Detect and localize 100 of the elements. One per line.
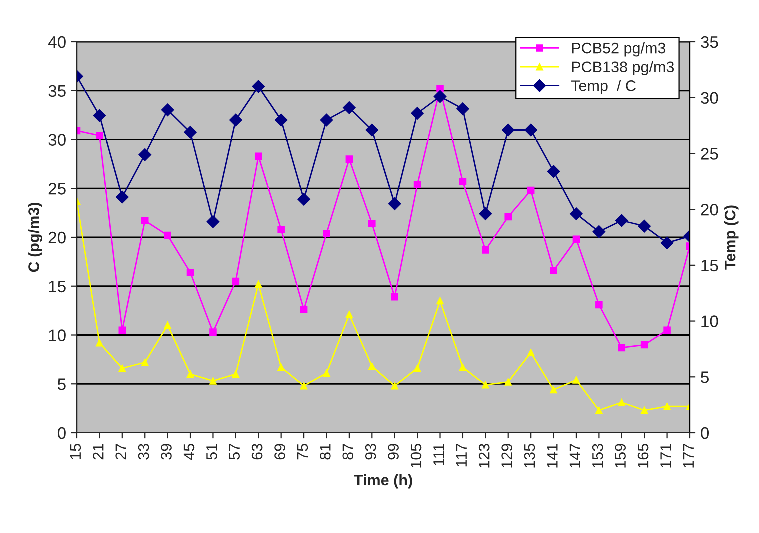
point: [391, 293, 398, 301]
x-tick-label: 129: [502, 444, 512, 468]
point: [93, 109, 106, 122]
x-tick-label: 159: [615, 444, 626, 468]
point: [300, 306, 308, 314]
point: [278, 364, 285, 372]
point: [274, 114, 288, 127]
point: [230, 114, 242, 127]
point: [366, 124, 379, 137]
point: [664, 402, 671, 410]
point: [414, 181, 422, 188]
x-tick-label: 63: [252, 444, 263, 460]
point: [640, 406, 648, 414]
x-tick-label: 87: [342, 444, 354, 460]
point: [524, 124, 538, 137]
point: [141, 217, 149, 225]
point: [96, 132, 104, 140]
point: [664, 326, 671, 334]
x-tick-label: 153: [592, 444, 604, 468]
x-tick-label: 147: [570, 444, 580, 468]
y2-tick-label: 0: [701, 427, 710, 440]
point: [186, 269, 194, 276]
point: [456, 102, 470, 116]
point: [161, 104, 174, 117]
point: [572, 236, 580, 244]
x-tick-label: 21: [92, 444, 104, 460]
point: [141, 358, 149, 366]
point: [346, 156, 354, 163]
y-tick-label: 30: [48, 134, 66, 146]
x-tick-label: 99: [388, 444, 399, 460]
point: [232, 278, 240, 286]
y2-tick-label: 35: [701, 36, 718, 48]
y2-tick-label: 5: [701, 372, 709, 384]
y2-axis-title: Temp (C): [724, 206, 739, 270]
point: [459, 364, 467, 372]
point: [436, 297, 444, 305]
y-tick-label: 40: [48, 36, 66, 48]
point: [570, 208, 583, 220]
x-tick-label: 135: [524, 444, 536, 468]
point: [254, 152, 262, 160]
x-tick-label: 33: [138, 444, 150, 460]
legend-label: Temp / C: [571, 80, 636, 94]
legend-label: PCB52 pg/m3: [572, 42, 666, 57]
point: [434, 90, 447, 104]
point: [138, 148, 152, 162]
x-tick-label: 27: [116, 444, 126, 460]
point: [640, 341, 648, 349]
point: [482, 381, 490, 389]
point: [615, 214, 628, 228]
point: [504, 213, 512, 221]
point: [596, 406, 603, 414]
point: [300, 382, 308, 390]
point: [527, 186, 535, 194]
point: [116, 190, 129, 204]
point: [592, 226, 606, 238]
x-tick-label: 111: [434, 444, 444, 466]
point: [388, 198, 402, 210]
point: [527, 349, 535, 356]
point: [550, 386, 558, 394]
point: [572, 376, 580, 384]
point: [164, 322, 172, 330]
point: [254, 280, 262, 288]
point: [660, 236, 674, 250]
y2-tick-label: 25: [701, 148, 718, 160]
point: [411, 107, 424, 120]
point: [164, 232, 172, 240]
x-tick-label: 117: [456, 444, 467, 467]
point: [232, 370, 240, 378]
y-tick-label: 5: [58, 378, 66, 390]
point: [459, 178, 467, 186]
point: [206, 215, 220, 228]
y-tick-label: 35: [48, 85, 66, 98]
x-tick-label: 165: [638, 444, 649, 468]
y-tick-label: 25: [48, 183, 66, 195]
point: [482, 246, 490, 254]
point: [278, 226, 285, 234]
y-axis-title: C (pg/m3): [28, 203, 42, 272]
point: [618, 344, 626, 352]
x-axis-title: Time (h): [354, 474, 412, 489]
x-tick-label: 171: [660, 444, 672, 468]
point: [596, 301, 603, 309]
point: [550, 267, 558, 274]
point: [346, 311, 354, 318]
point: [210, 378, 217, 385]
point: [186, 370, 194, 378]
point: [184, 126, 197, 139]
point: [323, 370, 330, 378]
point: [252, 80, 266, 94]
y2-tick-label: 30: [701, 92, 718, 104]
point: [368, 362, 376, 370]
x-tick-label: 105: [410, 444, 422, 468]
y2-tick-label: 10: [702, 316, 718, 328]
point: [414, 364, 422, 372]
legend-label: PCB138 pg/m3: [572, 61, 674, 76]
point: [96, 339, 104, 347]
point: [118, 326, 126, 334]
point: [638, 220, 652, 233]
y-tick-label: 10: [49, 330, 66, 342]
y2-tick-label: 20: [701, 204, 718, 216]
x-tick-label: 57: [229, 444, 240, 460]
